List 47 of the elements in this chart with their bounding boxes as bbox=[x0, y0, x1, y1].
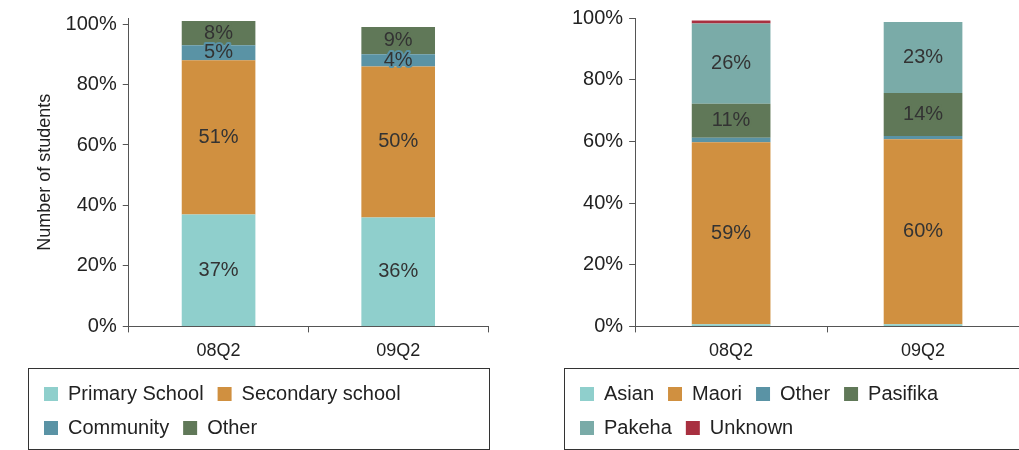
bar bbox=[361, 217, 436, 326]
data-label: 59% bbox=[711, 220, 752, 243]
y-tick-label: 20% bbox=[76, 253, 117, 276]
legend-label: Asian bbox=[604, 381, 655, 404]
y-tick-label: 60% bbox=[583, 128, 624, 151]
bar bbox=[691, 142, 771, 325]
legend-label: Pasifika bbox=[868, 381, 939, 404]
bar bbox=[883, 136, 963, 140]
legend-label: Primary School bbox=[68, 381, 204, 404]
data-label: 60% bbox=[903, 219, 944, 242]
legend-label: Maori bbox=[692, 381, 743, 404]
data-label: 14% bbox=[903, 102, 944, 125]
bar bbox=[691, 20, 771, 24]
y-tick-label: 0% bbox=[594, 313, 624, 336]
legend-label: Pakeha bbox=[604, 415, 673, 438]
y-tick-label: 40% bbox=[76, 192, 117, 215]
y-tick-label: 0% bbox=[87, 313, 117, 336]
y-tick-label: 100% bbox=[572, 5, 624, 28]
bar bbox=[181, 60, 256, 215]
x-tick-label: 09Q2 bbox=[901, 340, 946, 361]
data-label: 8% bbox=[204, 20, 234, 43]
data-label: 37% bbox=[198, 257, 239, 280]
legend-label: Unknown bbox=[709, 415, 794, 438]
data-label: 11% bbox=[711, 108, 751, 131]
bar bbox=[361, 66, 436, 218]
data-label: 51% bbox=[198, 124, 239, 147]
y-tick-label: 60% bbox=[76, 132, 117, 155]
legend-label: Community bbox=[68, 415, 170, 438]
x-tick-label: 09Q2 bbox=[376, 340, 421, 361]
data-label: 36% bbox=[378, 259, 419, 282]
x-tick-label: 08Q2 bbox=[196, 340, 241, 361]
y-tick-label: 100% bbox=[65, 11, 117, 34]
data-label: 23% bbox=[903, 44, 944, 67]
y-tick-label: 40% bbox=[583, 190, 624, 213]
bar bbox=[181, 214, 256, 326]
x-tick-label: 08Q2 bbox=[709, 340, 754, 361]
y-tick-label: 80% bbox=[583, 67, 624, 90]
bar bbox=[883, 139, 963, 325]
legend-label: Other bbox=[207, 415, 258, 438]
legend-label: Other bbox=[780, 381, 831, 404]
data-label: 50% bbox=[378, 129, 419, 152]
y-axis-title: Number of students bbox=[33, 93, 54, 251]
y-tick-label: 20% bbox=[583, 252, 624, 275]
data-label: 5% bbox=[204, 40, 234, 63]
legend-label: Secondary school bbox=[241, 381, 401, 404]
data-label: 26% bbox=[711, 51, 752, 74]
y-tick-label: 80% bbox=[76, 72, 117, 95]
